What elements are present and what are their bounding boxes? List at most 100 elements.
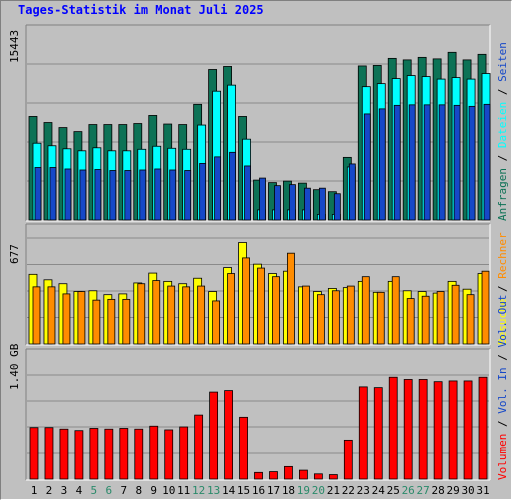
- bar-volumen-day-6: [104, 428, 114, 480]
- day-tick-label: 28: [432, 484, 445, 497]
- bar-rechner-day-8: [137, 283, 146, 345]
- bar-volumen-day-14: [224, 390, 233, 480]
- bar-seiten-day-10: [169, 169, 177, 221]
- day-tick-label: 11: [177, 484, 190, 497]
- legend-label: /: [496, 348, 509, 368]
- legend-label: Seiten: [496, 42, 509, 82]
- bar-volumen-day-4: [74, 430, 84, 480]
- day-tick-label: 20: [312, 484, 325, 497]
- bar-rechner-day-25: [391, 276, 400, 345]
- bar-volumen-day-18: [284, 465, 293, 480]
- bar-seiten-day-12: [199, 163, 207, 221]
- bar-rechner-day-14: [227, 273, 235, 345]
- bar-seiten-day-28: [438, 104, 446, 221]
- bar-rechner-day-28: [436, 291, 445, 345]
- bar-volumen-day-7: [119, 428, 129, 480]
- bar-rechner-day-5: [92, 299, 101, 345]
- bar-rechner-day-11: [182, 286, 191, 345]
- bar-rechner-day-6: [107, 298, 116, 345]
- day-tick-label: 26: [402, 484, 415, 497]
- bar-seiten-day-24: [378, 108, 386, 221]
- bar-seiten-day-22: [348, 163, 356, 221]
- bar-volumen-day-23: [358, 386, 368, 480]
- day-tick-label: 18: [282, 484, 295, 497]
- day-tick-label: 12: [192, 484, 205, 497]
- bar-volumen-day-1: [29, 427, 39, 480]
- bar-rechner-day-20: [316, 294, 325, 345]
- bar-volumen-day-26: [403, 379, 413, 480]
- day-tick-label: 23: [357, 484, 370, 497]
- bar-volumen-day-12: [194, 414, 204, 480]
- bar-seiten-day-31: [483, 103, 491, 221]
- bar-volumen-day-8: [134, 428, 144, 480]
- bar-seiten-day-3: [64, 168, 72, 221]
- bar-rechner-day-7: [122, 298, 131, 345]
- bar-rechner-day-18: [287, 252, 295, 345]
- bar-volumen-day-24: [373, 387, 383, 480]
- bar-volumen-day-9: [149, 425, 159, 480]
- bar-volumen-day-10: [164, 429, 174, 480]
- bar-rechner-day-23: [361, 276, 370, 345]
- bar-volumen-day-30: [463, 380, 473, 480]
- bar-rechner-day-19: [302, 285, 310, 345]
- bar-volumen-day-31: [478, 376, 488, 480]
- legend-label: Besuche: [496, 299, 509, 345]
- legend-label: /: [496, 279, 509, 299]
- day-tick-label: 4: [76, 484, 83, 497]
- legend-label: /: [496, 414, 509, 434]
- bar-volumen-day-20: [313, 473, 323, 480]
- legend-label: /: [496, 82, 509, 102]
- bar-seiten-day-30: [468, 105, 476, 221]
- bar-rechner-day-21: [331, 290, 340, 345]
- bar-seiten-day-14: [229, 151, 236, 221]
- day-tick-label: 6: [106, 484, 113, 497]
- bar-volumen-day-2: [44, 427, 54, 480]
- legend-label: Vol. In: [496, 367, 509, 413]
- bar-seiten-day-29: [453, 104, 461, 221]
- bar-seiten-day-5: [94, 169, 102, 221]
- bar-volumen-day-22: [343, 439, 353, 480]
- bar-seiten-day-17: [274, 185, 281, 221]
- day-tick-label: 16: [252, 484, 265, 497]
- bar-rechner-day-17: [272, 276, 280, 345]
- bar-volumen-day-29: [448, 380, 458, 480]
- legend-label: Rechner: [496, 232, 509, 279]
- bar-rechner-day-12: [197, 285, 206, 345]
- bar-volumen-day-13: [209, 391, 219, 480]
- bar-volumen-day-3: [59, 428, 69, 480]
- panel-2-legend: Besuche / Rechner: [496, 232, 509, 345]
- bar-volumen-day-15: [239, 416, 248, 480]
- day-tick-label: 5: [91, 484, 98, 497]
- day-tick-label: 13: [207, 484, 220, 497]
- legend-label: Anfragen: [496, 168, 509, 221]
- bar-rechner-day-3: [62, 293, 71, 345]
- bar-rechner-day-16: [257, 267, 265, 345]
- day-tick-label: 22: [342, 484, 355, 497]
- bar-volumen-day-21: [328, 474, 338, 480]
- bar-rechner-day-29: [451, 284, 460, 345]
- bar-seiten-day-9: [154, 168, 162, 221]
- bar-seiten-day-20: [318, 187, 326, 221]
- bar-rechner-day-31: [481, 270, 490, 345]
- panel-3-legend: Volumen / Vol. In / Vol. Out: [496, 295, 509, 480]
- panel-3-background: [26, 349, 490, 480]
- bar-seiten-day-6: [109, 170, 117, 221]
- bar-rechner-day-22: [346, 285, 355, 345]
- bar-volumen-day-16: [254, 471, 263, 480]
- panel-3-ymax-label: 1.40 GB: [8, 343, 21, 390]
- bar-rechner-day-26: [406, 298, 415, 345]
- bar-rechner-day-27: [421, 295, 430, 345]
- bar-seiten-day-18: [289, 184, 296, 221]
- bar-rechner-day-13: [212, 300, 221, 345]
- bar-volumen-day-11: [179, 426, 189, 480]
- bar-rechner-day-4: [77, 291, 86, 345]
- bar-volumen-day-19: [299, 469, 308, 480]
- legend-label: /: [496, 148, 509, 168]
- bar-volumen-day-5: [89, 428, 99, 480]
- bar-seiten-day-15: [244, 165, 251, 221]
- bar-rechner-day-24: [376, 291, 385, 345]
- bar-seiten-day-23: [363, 113, 371, 221]
- bar-rechner-day-10: [167, 285, 176, 345]
- legend-label: Volumen: [496, 434, 509, 480]
